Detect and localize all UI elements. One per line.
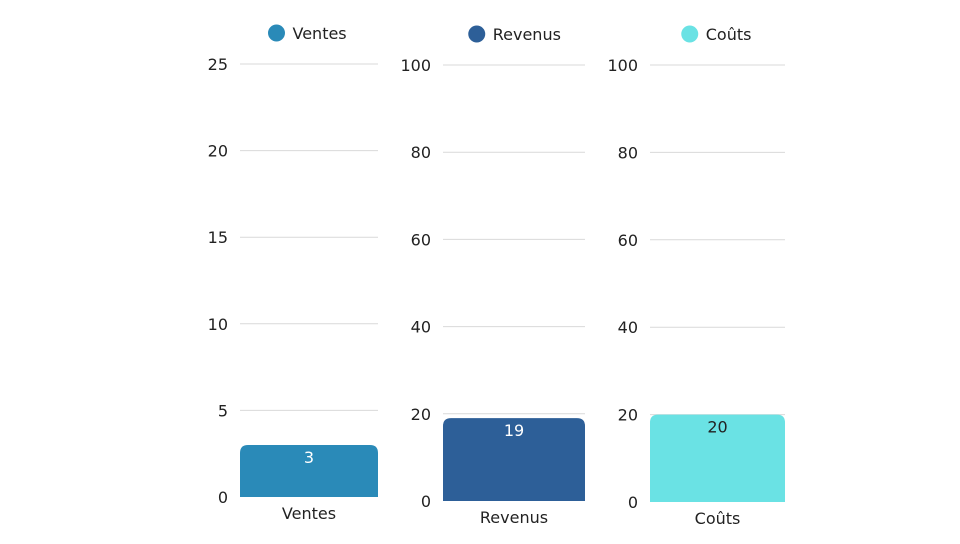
- x-tick-label: Ventes: [282, 504, 336, 523]
- legend-label: Revenus: [493, 25, 561, 44]
- chart-panel-1: 0 5 10 15 20 25 Ventes 3 Ventes: [208, 24, 378, 523]
- y-tick-label: 40: [411, 318, 431, 337]
- y-tick-label: 20: [208, 142, 228, 161]
- y-tick-label: 0: [421, 492, 431, 511]
- legend-label: Ventes: [293, 24, 347, 43]
- chart-panel-2: 0 20 40 60 80 100 Revenus 19 Revenus: [400, 25, 585, 527]
- legend-label: Coûts: [706, 25, 752, 44]
- data-label: 3: [304, 448, 314, 467]
- bar-ventes: [240, 445, 378, 497]
- y-tick-label: 0: [628, 493, 638, 512]
- y-tick-label: 80: [618, 143, 638, 162]
- legend-swatch: [681, 25, 699, 43]
- legend-swatch: [268, 24, 285, 42]
- y-tick-label: 100: [607, 56, 638, 75]
- x-tick-label: Revenus: [480, 508, 548, 527]
- y-tick-label: 80: [411, 143, 431, 162]
- legend-swatch: [468, 25, 486, 43]
- y-tick-label: 100: [400, 56, 431, 75]
- y-tick-label: 0: [218, 488, 228, 507]
- chart-panel-3: 0 20 40 60 80 100 Coûts 20 Coûts: [607, 25, 785, 528]
- y-tick-label: 60: [411, 230, 431, 249]
- bar-coûts: [650, 414, 785, 502]
- y-tick-label: 15: [208, 228, 228, 247]
- data-label: 19: [504, 421, 524, 440]
- y-tick-label: 20: [411, 405, 431, 424]
- x-tick-label: Coûts: [695, 509, 741, 528]
- bar-revenus: [443, 418, 585, 501]
- data-label: 20: [707, 418, 727, 437]
- y-tick-label: 60: [618, 231, 638, 250]
- y-tick-label: 40: [618, 318, 638, 337]
- y-tick-label: 10: [208, 315, 228, 334]
- y-tick-label: 20: [618, 406, 638, 425]
- y-tick-label: 5: [218, 401, 228, 420]
- y-tick-label: 25: [208, 55, 228, 74]
